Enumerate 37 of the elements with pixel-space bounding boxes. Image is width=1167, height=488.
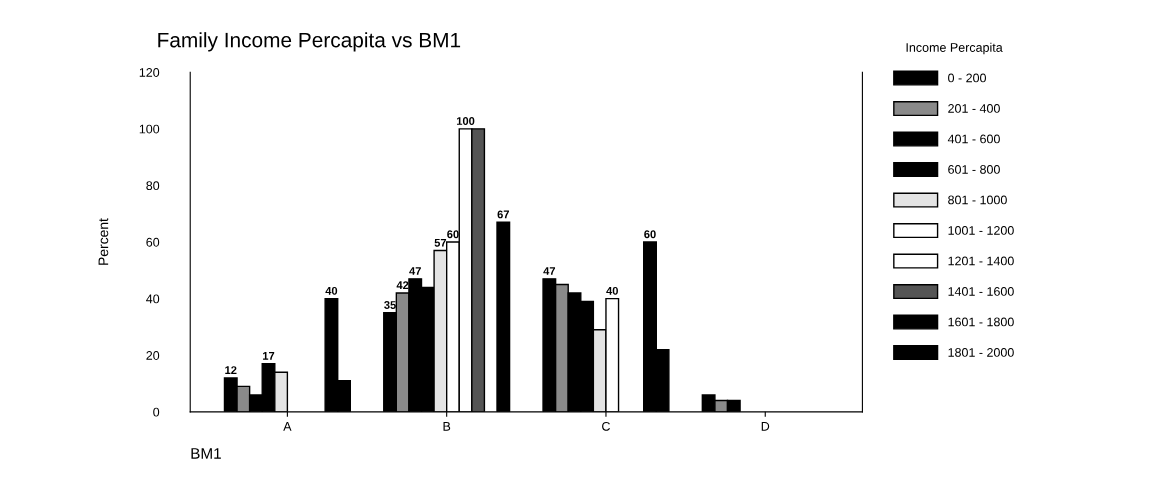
data-label: 35 [384,301,396,309]
data-label: 12 [225,366,237,374]
data-label: 17 [263,352,275,360]
y-axis-title: Percent [98,218,109,265]
y-tick-label: 0 [153,407,160,417]
legend-label: 201 - 400 [948,104,1000,113]
y-tick-label: 60 [146,237,160,247]
x-axis-title: BM1 [191,448,221,459]
data-label: 60 [644,230,656,239]
data-label: 60 [447,230,459,239]
y-tick-label: 80 [146,181,160,191]
legend-label: 1601 - 1800 [948,317,1014,327]
y-tick-label: 40 [146,294,160,304]
legend-label: 801 - 1000 [948,195,1007,205]
legend-label: 1201 - 1400 [948,256,1014,266]
data-label: 40 [325,286,338,295]
y-tick-label: 20 [146,351,160,360]
y-tick-label: 120 [139,68,160,77]
legend-label: 401 - 600 [947,134,1000,144]
data-label: 57 [434,238,447,247]
data-label: 100 [456,117,475,125]
x-tick-label: A [283,422,292,431]
legend-label: 1001 - 1200 [948,226,1014,235]
legend-label: 1401 - 1600 [948,287,1014,296]
legend-label: 1801 - 2000 [948,348,1014,357]
x-tick-label: D [761,422,770,431]
legend-title: Income Percapita [906,42,1003,55]
y-tick-label: 100 [139,124,160,134]
data-label: 47 [543,267,556,275]
data-label: 67 [497,210,509,219]
legend-label: 601 - 800 [948,165,1000,174]
x-tick-label: B [443,422,451,431]
data-label: 47 [409,267,421,275]
x-tick-label: C [602,421,610,431]
data-label: 40 [606,286,618,295]
legend-label: 0 - 200 [948,73,987,83]
chart-title: Family Income Percapita vs BM1 [158,32,461,52]
